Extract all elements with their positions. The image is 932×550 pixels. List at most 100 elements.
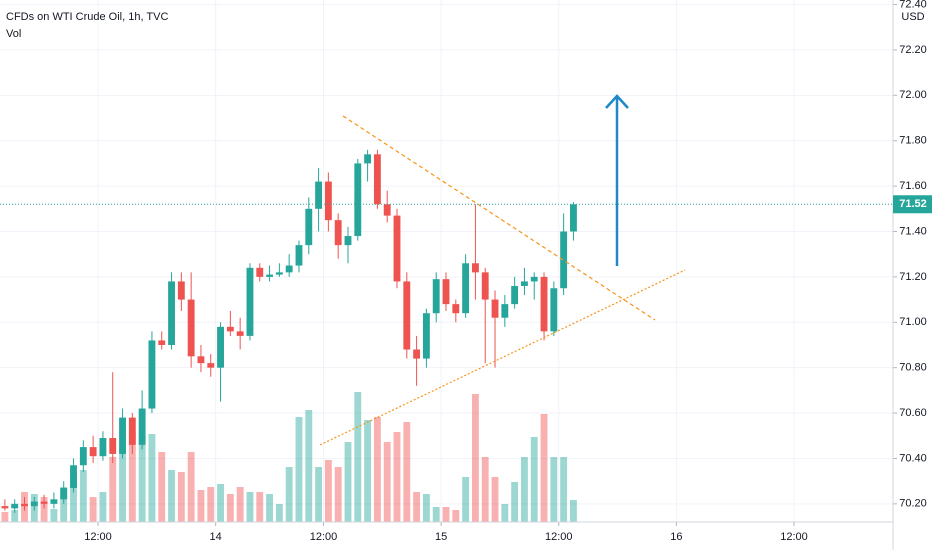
candle-body — [373, 154, 381, 205]
y-tick-label: 71.60 — [899, 180, 927, 192]
x-tick-label: 14 — [210, 531, 222, 543]
candle-body — [403, 281, 411, 350]
candle-body — [305, 208, 313, 246]
candle-body — [442, 279, 450, 305]
candle-body — [383, 204, 391, 216]
y-tick-label: 72.40 — [899, 0, 927, 10]
volume-bar — [501, 504, 509, 522]
candle-body — [177, 281, 185, 300]
candle-body — [60, 487, 68, 500]
y-tick-label: 70.20 — [899, 498, 927, 510]
volume-bar — [148, 434, 156, 522]
volume-bar — [89, 497, 97, 522]
volume-bar — [79, 470, 87, 522]
candle-body — [246, 267, 254, 336]
candle-body — [21, 503, 28, 507]
candle-body — [30, 501, 38, 507]
candle-body — [393, 215, 401, 282]
candle-body — [138, 408, 146, 445]
candle-body — [560, 231, 568, 289]
candle-body — [530, 276, 538, 282]
volume-bar — [550, 457, 558, 522]
volume-bar — [305, 410, 313, 522]
volume-bar — [275, 504, 283, 522]
volume-bar — [452, 510, 460, 522]
volume-bar — [560, 457, 568, 522]
y-tick-label: 72.00 — [899, 89, 927, 101]
volume-bar — [187, 452, 195, 522]
volume-bar — [540, 414, 548, 522]
candle-body — [344, 236, 352, 246]
volume-bar — [128, 432, 136, 522]
candle-body — [236, 331, 244, 336]
candle-body — [187, 299, 195, 357]
candle-body — [158, 340, 166, 345]
volume-bar — [217, 484, 224, 522]
candle-body — [168, 281, 175, 345]
x-tick-label: 12:00 — [310, 531, 338, 543]
candle-body — [354, 163, 362, 237]
candle-body — [89, 447, 97, 457]
volume-bar — [373, 417, 381, 522]
arrow-head — [605, 94, 629, 109]
volume-bar — [158, 452, 166, 522]
volume-bar — [138, 437, 146, 522]
volume-bar — [226, 494, 234, 522]
candle-body — [422, 313, 430, 359]
candle-body — [266, 274, 273, 277]
volume-bar — [520, 457, 528, 522]
volume-bar — [99, 492, 107, 522]
volume-bar — [236, 487, 244, 522]
volume-bar — [40, 497, 48, 522]
candle-body — [501, 304, 509, 318]
candle-body — [471, 263, 479, 273]
candle-body — [481, 272, 489, 300]
volume-bar — [413, 492, 421, 522]
volume-bar — [354, 392, 362, 522]
volume-bar — [60, 487, 68, 522]
volume-bar — [11, 510, 19, 522]
y-tick-label: 71.00 — [899, 316, 927, 328]
x-tick-label: 15 — [435, 531, 447, 543]
trend-line — [319, 269, 686, 446]
volume-bar — [334, 467, 342, 522]
volume-bar — [256, 492, 264, 522]
volume-bar — [246, 492, 254, 522]
y-tick-label: 71.80 — [899, 135, 927, 147]
volume-pane — [1, 392, 577, 522]
candle-body — [540, 276, 548, 332]
price-pane — [1, 149, 577, 513]
candle-body — [50, 499, 58, 504]
volume-bar — [491, 477, 499, 522]
candle-body — [217, 326, 224, 368]
volume-bar — [570, 500, 577, 522]
volume-bar — [119, 447, 126, 522]
candle-body — [315, 181, 323, 209]
volume-bar — [197, 490, 205, 522]
volume-bar — [168, 470, 175, 522]
candle-body — [99, 438, 107, 457]
volume-bar — [530, 437, 538, 522]
candle-body — [119, 417, 126, 454]
candle-body — [285, 265, 293, 273]
currency-label: USD — [901, 11, 924, 23]
candle-body — [520, 281, 528, 286]
volume-bar — [364, 420, 372, 522]
candle-body — [11, 503, 19, 509]
candle-body — [109, 438, 117, 454]
volume-bar — [285, 467, 293, 522]
volume-bar — [442, 507, 450, 522]
y-tick-label: 71.40 — [899, 225, 927, 237]
volume-bar — [393, 432, 401, 522]
volume-bar — [295, 417, 303, 522]
candle-body — [570, 204, 577, 232]
candle-body — [197, 356, 205, 364]
volume-label: Vol — [6, 28, 21, 40]
chart-title: CFDs on WTI Crude Oil, 1h, TVC — [6, 11, 168, 23]
trend-line — [342, 115, 656, 321]
volume-bar — [50, 509, 58, 522]
volume-bar — [432, 507, 440, 522]
candle-body — [226, 326, 234, 332]
